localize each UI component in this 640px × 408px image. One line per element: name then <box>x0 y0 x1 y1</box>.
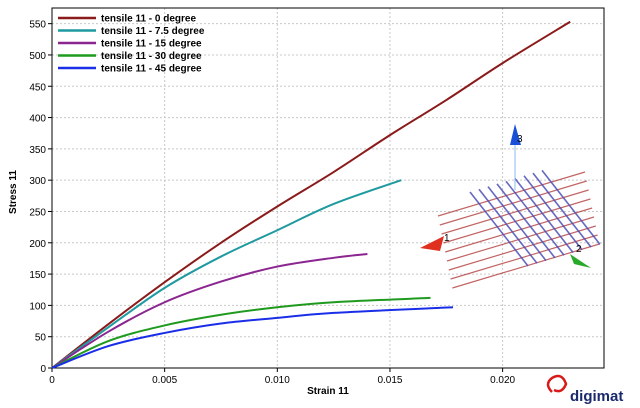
fiber-strand <box>437 171 586 217</box>
y-tick-label: 50 <box>35 333 47 344</box>
grid <box>52 8 604 368</box>
logo-swirl-icon <box>546 374 568 393</box>
series-line <box>51 179 402 369</box>
x-tick-label: 0.010 <box>265 375 290 386</box>
fiber-strand <box>441 189 589 235</box>
fiber-strand <box>487 186 547 262</box>
x-tick-label: 0.020 <box>490 375 515 386</box>
fiber-strand <box>445 207 593 253</box>
series-line <box>51 253 368 369</box>
x-axis-label: Strain 11 <box>307 386 349 397</box>
fiber-strand <box>514 178 574 253</box>
y-tick-label: 250 <box>29 207 46 218</box>
y-tick-label: 500 <box>29 51 46 62</box>
fiber-strand <box>523 175 583 251</box>
fiber-strand <box>505 180 565 256</box>
axes <box>51 7 605 369</box>
fiber-strand <box>478 188 538 264</box>
fiber-strand <box>532 172 592 248</box>
series-line <box>51 306 454 369</box>
arrow-right-icon <box>570 254 591 268</box>
fiber-strand <box>450 234 598 280</box>
brand-name: digimat <box>570 388 623 405</box>
fiber-strand <box>496 183 556 259</box>
y-tick-label: 350 <box>29 145 46 156</box>
legend-label: tensile 11 - 30 degree <box>101 51 202 62</box>
digimat-logo: digimat <box>546 374 623 405</box>
y-axis-label: Stress 11 <box>8 170 19 214</box>
series-line <box>51 296 431 369</box>
x-tick-label: 0.005 <box>152 375 177 386</box>
legend-label: tensile 11 - 7.5 degree <box>101 26 205 37</box>
fiber-strand <box>469 191 529 267</box>
x-ticks: 0 0.005 0.010 0.015 0.020 <box>49 368 516 386</box>
plot-border <box>51 7 605 369</box>
triad-label-2: 2 <box>576 244 582 255</box>
triad-label-1: 1 <box>444 233 450 244</box>
y-tick-label: 150 <box>29 270 46 281</box>
x-tick-label: 0 <box>49 375 55 386</box>
y-tick-label: 0 <box>40 364 46 375</box>
y-tick-label: 200 <box>29 239 46 250</box>
series-lines <box>51 20 571 369</box>
y-tick-label: 400 <box>29 114 46 125</box>
fiber-strand <box>541 169 601 245</box>
y-ticks: 0 50 100 150 200 250 300 350 400 450 500 550 <box>29 20 52 375</box>
fiber-strand <box>446 216 595 262</box>
y-tick-label: 450 <box>29 82 46 93</box>
arrow-up-icon <box>510 124 521 145</box>
legend-label: tensile 11 - 45 degree <box>101 64 202 75</box>
fiber-orientation-inset: 3 1 2 <box>420 124 601 289</box>
y-tick-label: 300 <box>29 176 46 187</box>
legend-label: tensile 11 - 0 degree <box>101 14 196 25</box>
y-tick-label: 100 <box>29 301 46 312</box>
legend-label: tensile 11 - 15 degree <box>101 39 202 50</box>
arrow-left-icon <box>420 236 444 251</box>
triad-label-3: 3 <box>517 134 523 145</box>
fiber-strand <box>439 180 587 226</box>
x-tick-label: 0.015 <box>377 375 402 386</box>
fiber-strand <box>452 243 600 289</box>
y-tick-label: 550 <box>29 20 46 31</box>
fiber-strand <box>443 198 591 244</box>
fiber-strand <box>448 225 596 271</box>
series-line <box>51 20 571 369</box>
